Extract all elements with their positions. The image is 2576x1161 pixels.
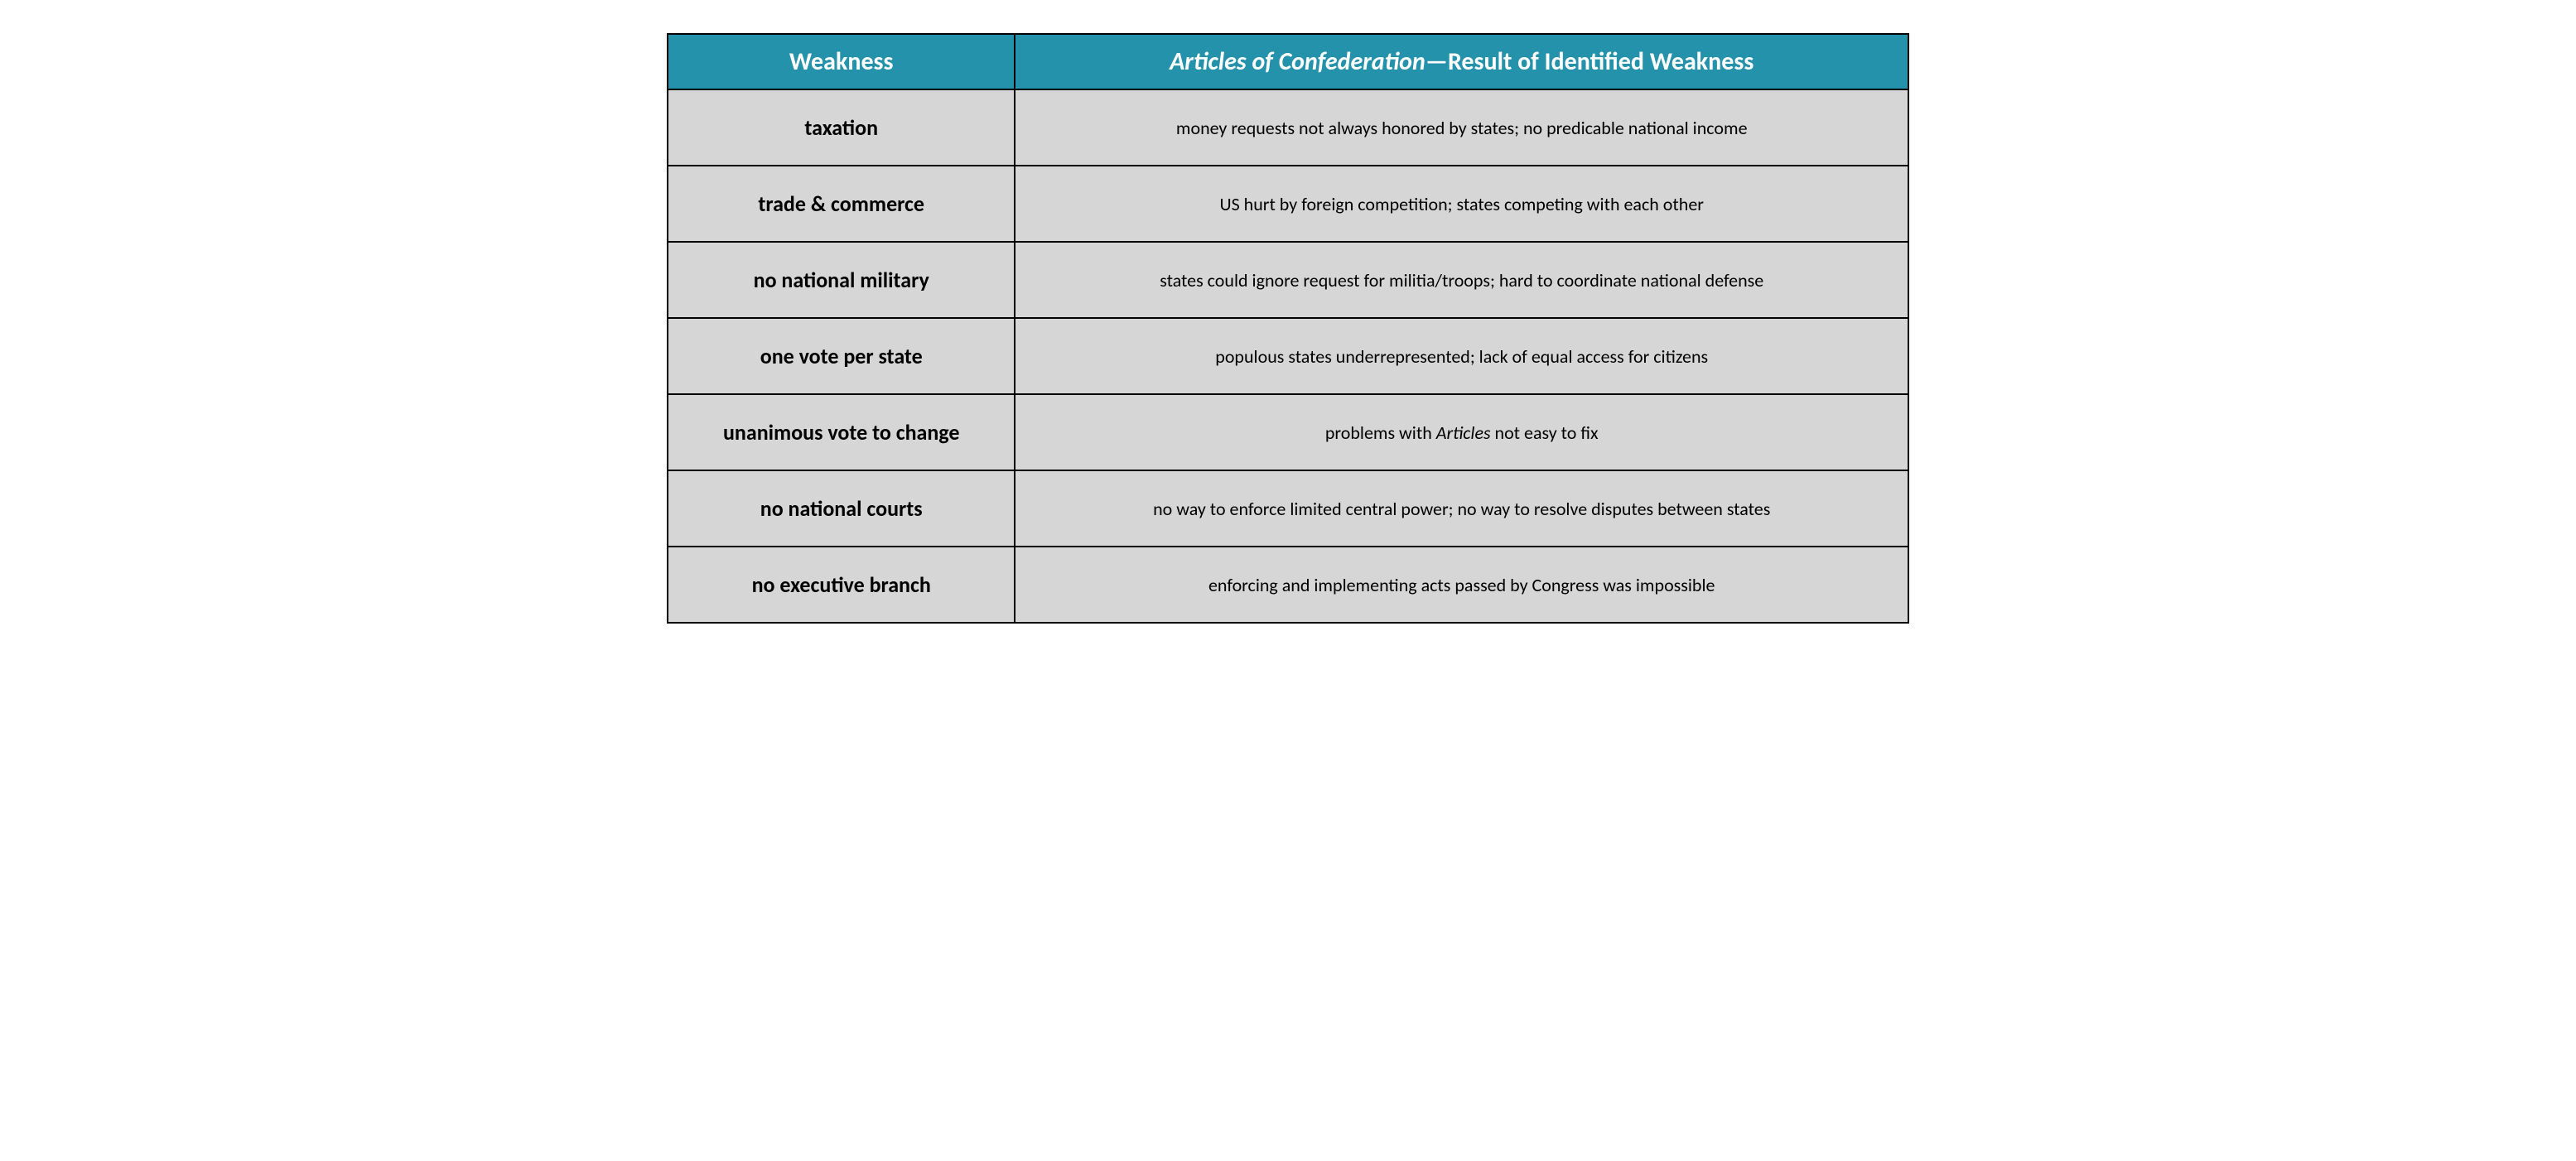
table-row: no national military states could ignore… [668,242,1908,318]
header-result: Articles of Confederation—Result of Iden… [1015,34,1908,89]
result-cell: money requests not always honored by sta… [1015,89,1908,166]
result-italic: Articles [1436,422,1491,444]
table-row: taxation money requests not always honor… [668,89,1908,166]
header-weakness: Weakness [668,34,1015,89]
table-row: no national courts no way to enforce lim… [668,470,1908,547]
header-result-italic: Articles of Confederation [1170,46,1425,77]
weakness-cell: no national military [668,242,1015,318]
table-body: taxation money requests not always honor… [668,89,1908,623]
weakness-cell: no national courts [668,470,1015,547]
result-pre: problems with [1325,422,1436,444]
table-row: trade & commerce US hurt by foreign comp… [668,166,1908,242]
result-cell: states could ignore request for militia/… [1015,242,1908,318]
weakness-cell: taxation [668,89,1015,166]
weakness-cell: trade & commerce [668,166,1015,242]
result-cell: enforcing and implementing acts passed b… [1015,547,1908,623]
result-cell: populous states underrepresented; lack o… [1015,318,1908,394]
weakness-cell: unanimous vote to change [668,394,1015,470]
header-result-rest: —Result of Identified Weakness [1425,46,1754,77]
result-cell: US hurt by foreign competition; states c… [1015,166,1908,242]
result-post: not easy to fix [1491,422,1599,444]
weaknesses-table: Weakness Articles of Confederation—Resul… [667,33,1909,624]
result-cell: no way to enforce limited central power;… [1015,470,1908,547]
weakness-cell: no executive branch [668,547,1015,623]
table-row: unanimous vote to change problems with A… [668,394,1908,470]
table-row: no executive branch enforcing and implem… [668,547,1908,623]
result-cell: problems with Articles not easy to fix [1015,394,1908,470]
table-header-row: Weakness Articles of Confederation—Resul… [668,34,1908,89]
table-row: one vote per state populous states under… [668,318,1908,394]
weakness-cell: one vote per state [668,318,1015,394]
